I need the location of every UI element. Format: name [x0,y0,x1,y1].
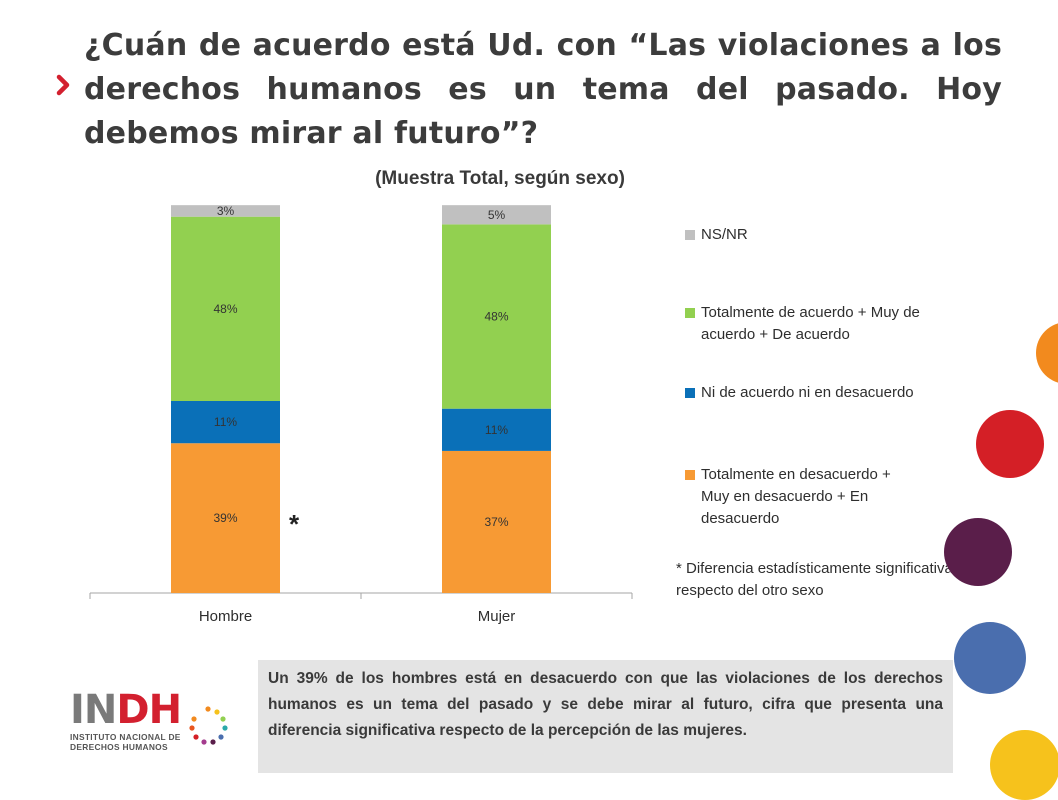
decor-circle-blue [954,622,1026,694]
bar-segment [442,205,551,225]
data-label: 37% [484,515,508,529]
category-label: Hombre [199,608,252,625]
data-label: 11% [214,415,237,429]
data-label: 11% [485,423,508,437]
logo-dots-icon [189,706,228,745]
bar-segment [171,401,280,444]
legend-swatch [685,230,695,240]
bar-segment [171,216,280,401]
legend-label: Totalmente en desacuerdo + Muy en desacu… [701,466,891,527]
legend-label: Totalmente de acuerdo + Muy de acuerdo +… [701,304,920,343]
summary-text: Un 39% de los hombres está en desacuerdo… [268,670,943,739]
bar-segment [442,450,551,593]
legend-swatch [685,470,695,480]
legend-swatch [685,308,695,318]
data-label: 48% [484,310,508,324]
data-label: 39% [213,511,237,525]
decor-circle-purple [944,518,1012,586]
decor-circle-orange [1036,322,1058,384]
legend-label: NS/NR [701,226,748,243]
chart-subtitle: (Muestra Total, según sexo) [375,168,625,189]
decor-circle-red [976,410,1044,478]
logo-line2: DERECHOS HUMANOS [70,742,168,752]
legend-swatch [685,388,695,398]
stacked-bar-chart: 39% 11% 48% 3% Hombre * 37% 11% 48% 5% Mujer [89,204,633,625]
page-title: ¿Cuán de acuerdo está Ud. con “Las viola… [84,28,1002,151]
category-label: Mujer [478,608,516,625]
decor-circle-yellow [990,730,1058,800]
bar-segment [442,224,551,409]
legend-label: Ni de acuerdo ni en desacuerdo [701,384,914,401]
bar-segment [442,408,551,451]
data-label: 48% [213,302,237,316]
data-label: 3% [217,204,235,218]
data-label: 5% [488,208,506,222]
significance-footnote: * Diferencia estadísticamente significat… [676,560,953,599]
indh-logo: INDH INSTITUTO NACIONAL DE DERECHOS HUMA… [70,688,240,768]
bar-segment [171,205,280,217]
summary-box: Un 39% de los hombres está en desacuerdo… [258,660,953,773]
significance-marker: * [289,509,300,539]
bullet-chevron-icon [56,74,70,96]
bar-segment [171,443,280,593]
logo-line1: INSTITUTO NACIONAL DE [70,732,181,742]
logo-mark: INDH [70,687,182,733]
